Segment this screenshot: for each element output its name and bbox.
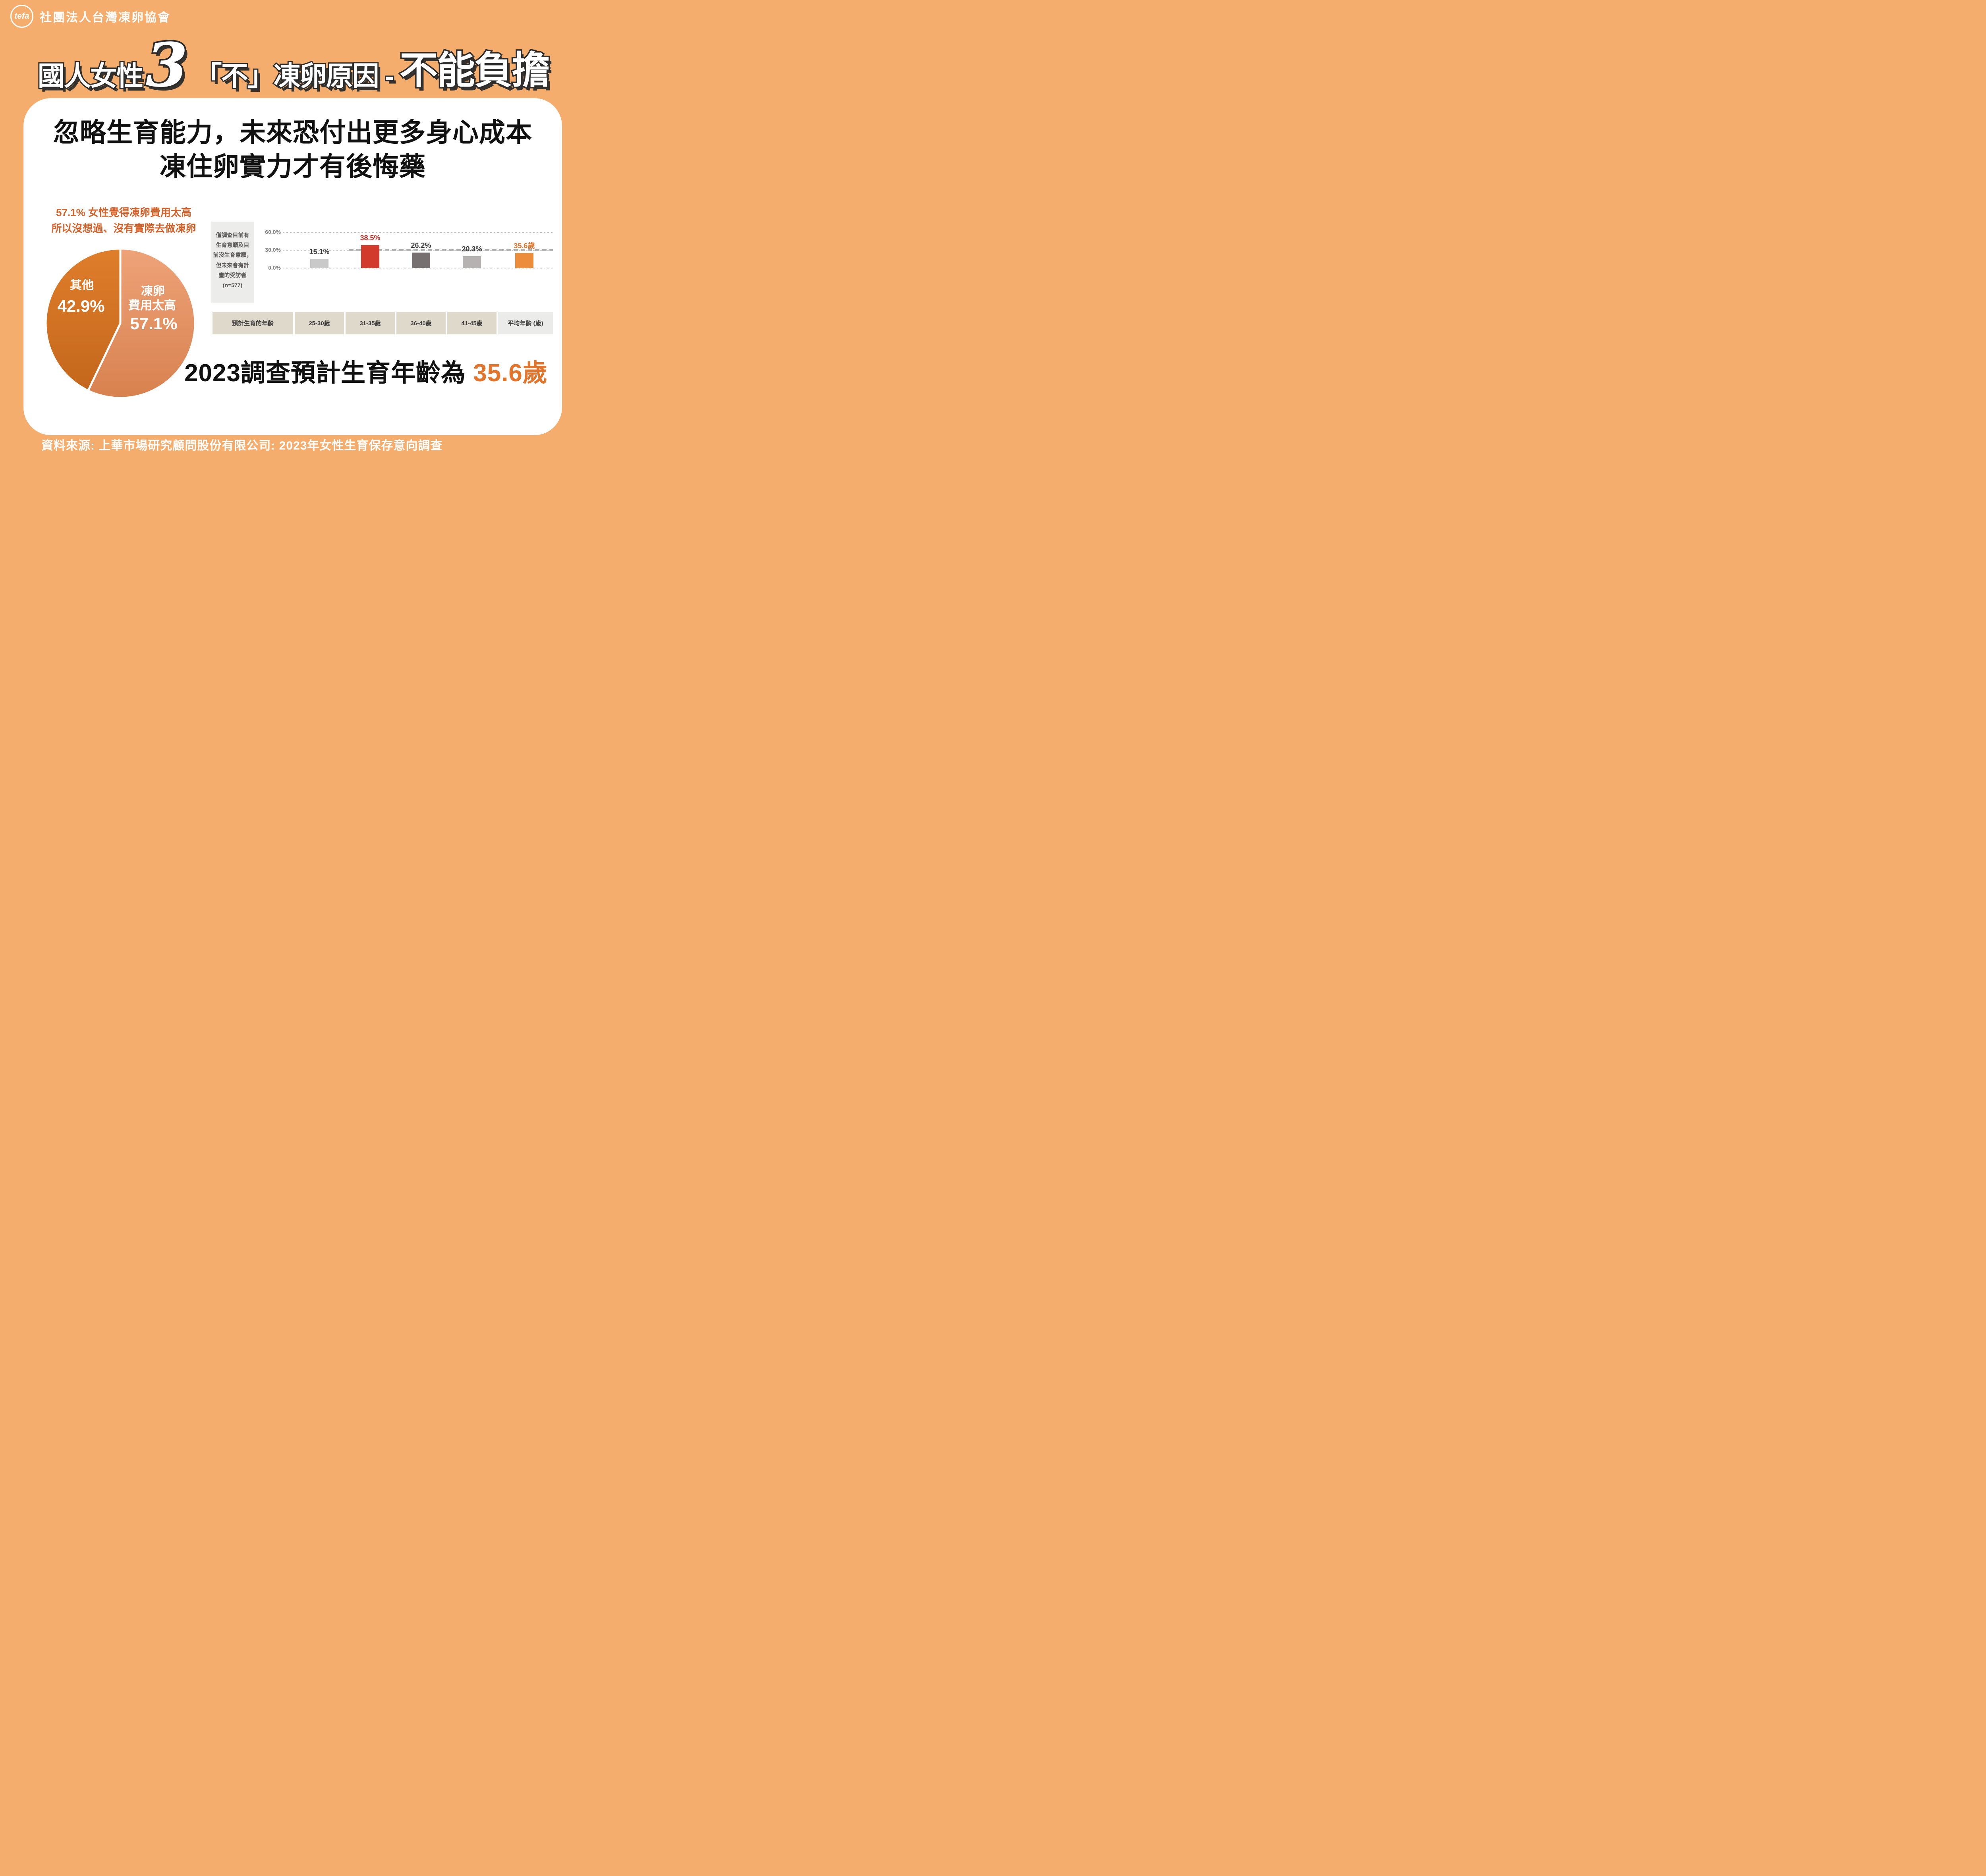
pie-callout: 57.1% 女性覺得凍卵費用太高 所以沒想過、沒有實際去做凍卵 — [23, 205, 224, 237]
content-card: 忽略生育能力，未來恐付出更多身心成本 凍住卵實力才有後悔藥 57.1% 女性覺得… — [23, 98, 562, 435]
pie-value-cost: 57.1% — [130, 314, 178, 333]
pie-chart — [44, 247, 196, 399]
footer-source: 資料來源: 上華市場研究顧問股份有限公司: 2023年女性生育保存意向調查 — [41, 439, 443, 452]
survey-note-line: 生育意願及目 — [216, 242, 249, 249]
pie-label-other: 其他 — [70, 279, 94, 292]
bar-value-label-36-40歲: 26.2% — [411, 241, 431, 249]
pie-label-cost-line2: 費用太高 — [128, 299, 176, 312]
y-axis-tick-60.0%: 60.0% — [265, 229, 281, 235]
statement-prefix: 2023調查預計生育年齡為 — [184, 359, 473, 387]
y-axis-tick-0.0%: 0.0% — [268, 264, 281, 271]
bar-value-label-25-30歲: 15.1% — [309, 248, 330, 256]
survey-note-line: 僅調查目前有 — [216, 232, 249, 238]
average-emphasis-dashed-line — [349, 249, 553, 251]
table-cell-31-35歲: 31-35歲 — [346, 312, 395, 334]
bar-25-30歲 — [310, 259, 328, 268]
statement-highlight: 35.6歲 — [473, 359, 548, 387]
table-row-header: 預計生育的年齡 — [213, 312, 293, 334]
bar-31-35歲 — [361, 245, 379, 268]
bar-41-45歲 — [463, 256, 481, 268]
logo-text: tefa — [14, 12, 29, 21]
title-part1: 國人女性 — [37, 61, 145, 91]
survey-note-line: 畫的受訪者 — [218, 272, 247, 278]
pie-value-other: 42.9% — [57, 297, 105, 315]
y-axis-tick-30.0%: 30.0% — [265, 247, 281, 253]
bar-平均年齡 (歲) — [515, 253, 533, 268]
table-cell-平均年齡 (歲): 平均年齡 (歲) — [498, 312, 553, 334]
card-heading-line2: 凍住卵實力才有後悔藥 — [160, 151, 426, 181]
survey-note-line: 但未來會有計 — [216, 262, 249, 268]
bar-value-label-平均年齡 (歲): 35.6歲 — [514, 242, 535, 250]
card-heading-line1: 忽略生育能力，未來恐付出更多身心成本 — [53, 118, 532, 147]
gridline-60pct — [283, 232, 553, 233]
pie-callout-line2: 所以沒想過、沒有實際去做凍卵 — [51, 222, 196, 235]
card-heading: 忽略生育能力，未來恐付出更多身心成本 凍住卵實力才有後悔藥 — [23, 116, 562, 184]
bar-36-40歲 — [412, 253, 430, 268]
survey-note: 僅調查目前有 生育意願及目 前沒生育意願， 但未來會有計 畫的受訪者 (n=577) — [211, 222, 254, 303]
org-name: 社團法人台灣凍卵協會 — [40, 11, 171, 24]
bar-value-label-31-35歲: 38.5% — [360, 234, 381, 242]
title-number-3: 3 — [144, 29, 189, 100]
header: tefa 社團法人台灣凍卵協會 — [10, 5, 171, 28]
tefa-logo-icon: tefa — [10, 5, 33, 28]
pie-label-cost-line1: 凍卵 — [141, 285, 165, 298]
pie-slice-凍卵費用太高 — [87, 247, 196, 399]
page-title: 國人女性 3 「不」凍卵原因 - 不能負擔 — [0, 29, 587, 97]
bar-value-label-41-45歲: 20.3% — [462, 245, 482, 253]
statement: 2023調查預計生育年齡為 35.6歲 — [176, 359, 556, 388]
title-part2: 「不」凍卵原因 - — [194, 61, 396, 91]
survey-note-line: 前沒生育意願， — [213, 252, 252, 259]
table-cell-36-40歲: 36-40歲 — [396, 312, 446, 334]
table-cell-25-30歲: 25-30歲 — [295, 312, 344, 334]
pie-slice-其他 — [44, 247, 122, 392]
title-part3: 不能負擔 — [398, 49, 551, 92]
survey-note-line: (n=577) — [222, 282, 243, 288]
pie-callout-line1: 57.1% 女性覺得凍卵費用太高 — [56, 207, 191, 218]
table-cell-41-45歲: 41-45歲 — [447, 312, 496, 334]
